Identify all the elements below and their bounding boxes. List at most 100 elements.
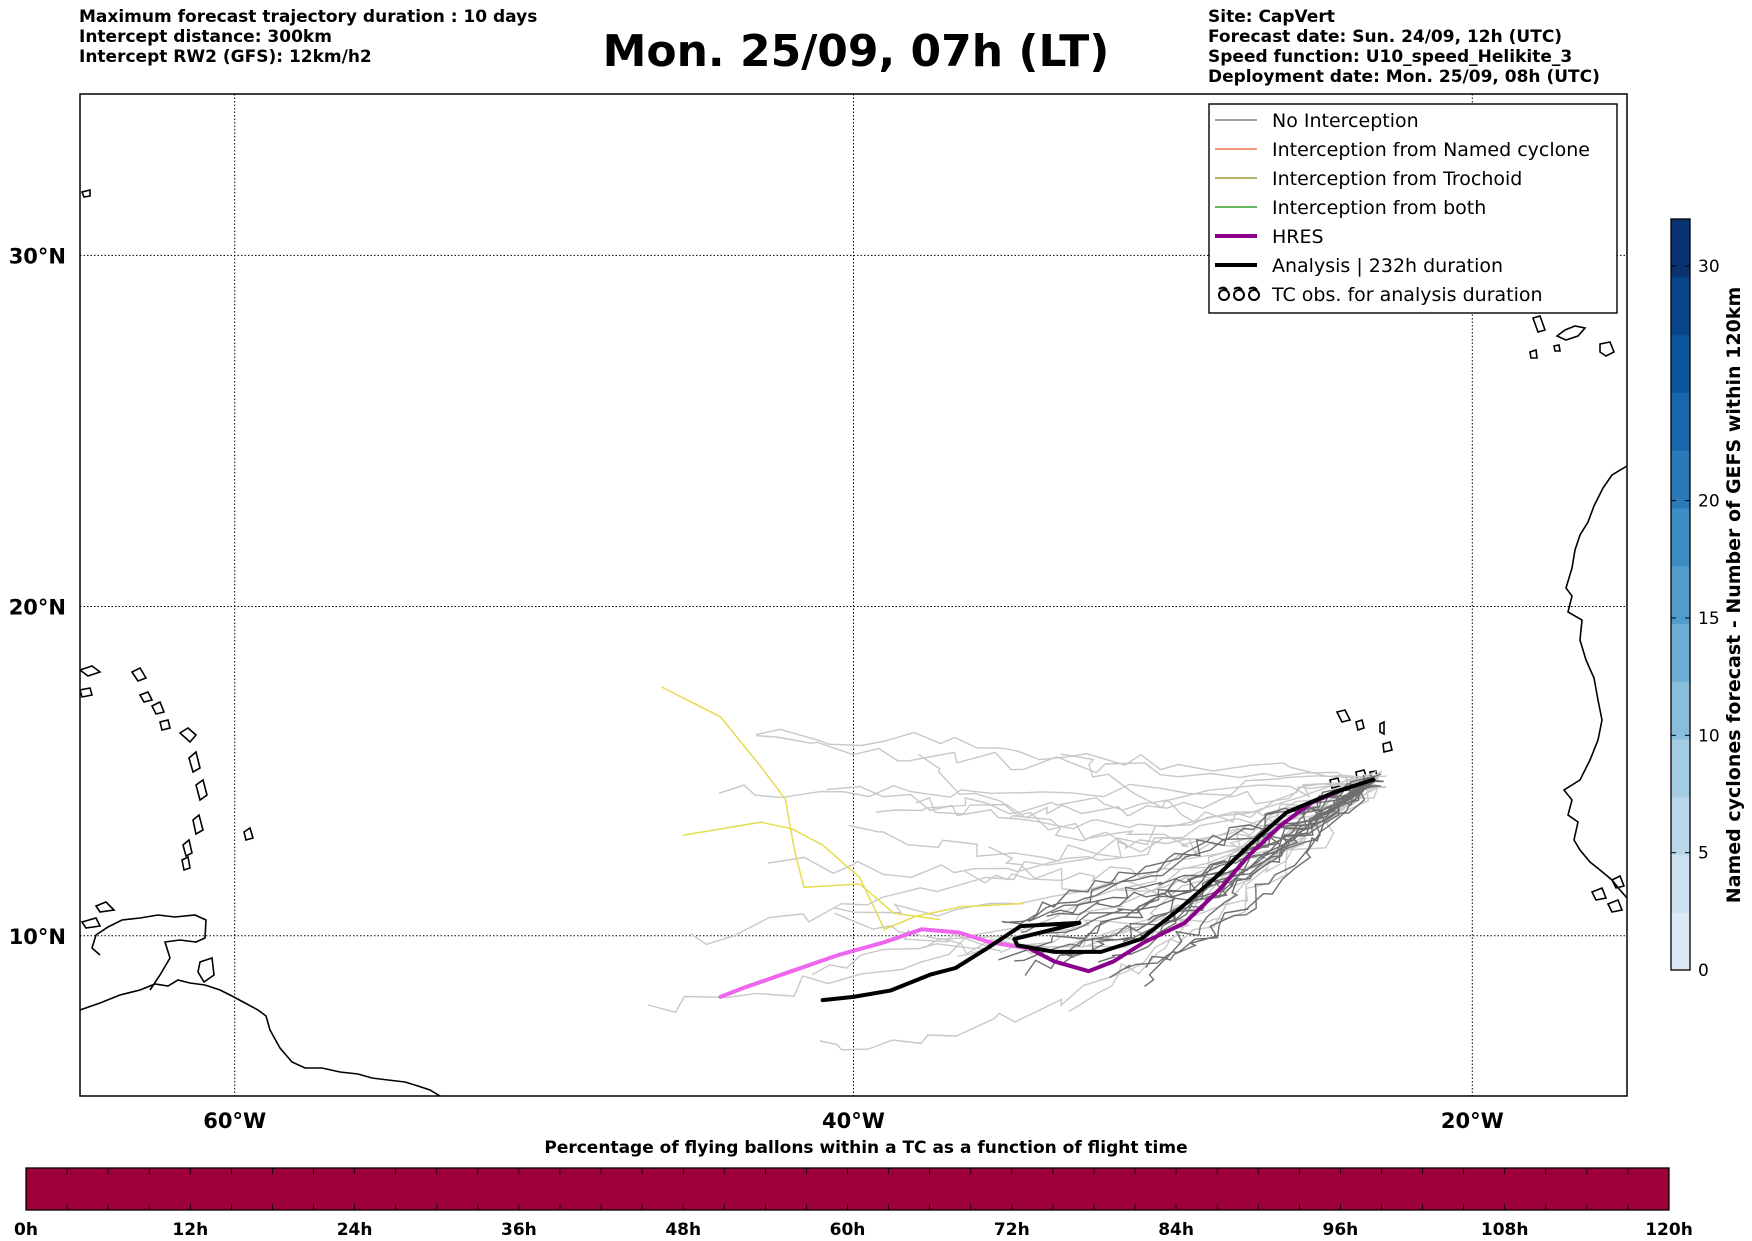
bottom-tick-label: 12h [172, 1220, 208, 1240]
right-colorbar-tick-label: 10 [1698, 726, 1720, 746]
bottom-tick-label: 72h [994, 1220, 1030, 1240]
gray-trajectory [1097, 780, 1384, 963]
antilles-small-4 [138, 690, 154, 703]
light-gray-trajectory [647, 780, 1376, 1014]
cape-verde-3 [1379, 720, 1385, 736]
island-80-190 [80, 188, 91, 198]
right-colorbar-segment [1671, 623, 1690, 682]
bottom-tick-label: 84h [1158, 1220, 1194, 1240]
legend-label: No Interception [1272, 110, 1419, 132]
venezuela-peninsula [91, 914, 207, 991]
africa-islands-1 [1590, 886, 1608, 901]
light-gray-trajectory [915, 775, 1387, 819]
right-colorbar-segment [1671, 276, 1690, 336]
antilles-small-1 [80, 665, 102, 677]
longitude-labels: 60°W 40°W 20°W [203, 1109, 1503, 1133]
cyclone-icon [1218, 289, 1230, 301]
africa-coast [1562, 465, 1627, 899]
lesser-antilles-3 [195, 778, 208, 802]
light-gray-trajectory [1008, 774, 1377, 854]
latitude-labels: 30°N 20°N 10°N [9, 244, 66, 948]
bottom-tick-label: 120h [1645, 1220, 1693, 1240]
light-gray-trajectory [767, 780, 1384, 879]
africa-islands-3 [1610, 874, 1626, 889]
gray-trajectory [1147, 778, 1373, 921]
lon-label: 20°W [1441, 1109, 1504, 1133]
lat-label: 10°N [9, 925, 66, 949]
yellow-trajectory [683, 821, 1024, 931]
right-colorbar-tick-label: 5 [1698, 844, 1709, 864]
right-colorbar-segment [1671, 912, 1690, 971]
legend-label: TC obs. for analysis duration [1271, 284, 1543, 306]
right-colorbar-tick-label: 0 [1698, 961, 1709, 981]
antilles-small-2 [80, 687, 94, 698]
right-colorbar-segment [1671, 681, 1690, 740]
antilles-small-3 [130, 666, 148, 682]
right-colorbar-segment [1671, 854, 1690, 913]
right-colorbar-segment [1671, 507, 1690, 567]
intercept-rw2-text: Intercept RW2 (GFS): 12km/h2 [79, 47, 372, 67]
right-colorbar-segment [1671, 796, 1690, 856]
intercept-distance-text: Intercept distance: 300km [79, 27, 332, 47]
gray-trajectory [1063, 777, 1369, 963]
forecast-date-text: Forecast date: Sun. 24/09, 12h (UTC) [1208, 27, 1563, 47]
cyclone-icon-tail [1218, 286, 1228, 291]
cape-verde-2 [1355, 718, 1365, 732]
gray-trajectory [1014, 778, 1377, 962]
gray-trajectory [998, 778, 1366, 961]
bottom-tick-label: 96h [1323, 1220, 1359, 1240]
africa-islands-2 [1606, 898, 1624, 913]
gray-trajectory [1003, 775, 1373, 924]
right-colorbar-segment [1671, 334, 1690, 393]
south-america-coast [80, 979, 441, 1096]
bottom-tick-label: 24h [337, 1220, 373, 1240]
antilles-small-7 [94, 901, 116, 913]
right-colorbar-segment [1671, 450, 1690, 509]
gray-trajectory [1122, 779, 1384, 940]
gray-trajectory [1109, 782, 1365, 979]
right-colorbar-tick-label: 15 [1698, 609, 1720, 629]
analysis-track [820, 777, 1376, 1003]
legend-label: Interception from both [1272, 197, 1486, 219]
page-title: Mon. 25/09, 07h (LT) [602, 26, 1110, 77]
cape-verde-4 [1382, 741, 1393, 753]
bottom-tick-label: 60h [830, 1220, 866, 1240]
right-colorbar-segment [1671, 392, 1690, 451]
light-gray-trajectory [1068, 787, 1379, 1012]
gray-trajectory [1144, 782, 1373, 987]
lesser-antilles-6 [181, 855, 191, 872]
lon-label: 60°W [203, 1109, 266, 1133]
lon-label: 40°W [822, 1109, 885, 1133]
light-gray-trajectory [826, 783, 1366, 830]
gray-trajectory [1050, 774, 1368, 914]
cyclone-icon-tail [1248, 286, 1258, 291]
light-gray-trajectory [718, 775, 1387, 799]
right-colorbar-segment [1671, 565, 1690, 624]
light-gray-trajectory [811, 770, 1383, 976]
antilles-small-6 [159, 719, 171, 731]
legend-label: HRES [1272, 226, 1324, 248]
bottom-colorbar: Percentage of flying ballons within a TC… [14, 1138, 1693, 1240]
canary-3 [1599, 341, 1616, 357]
lesser-antilles-5 [182, 838, 193, 858]
header-right-info: Site: CapVert Forecast date: Sun. 24/09,… [1208, 7, 1600, 87]
legend: No Interception Interception from Named c… [1208, 103, 1618, 314]
bottom-tick-label: 0h [14, 1220, 38, 1240]
gray-trajectory [1039, 785, 1379, 935]
right-colorbar-tick-label: 20 [1698, 492, 1720, 512]
right-colorbar-segment [1671, 219, 1690, 278]
trajectories-layer [647, 686, 1387, 1051]
legend-box [1208, 103, 1618, 314]
gray-trajectory [1028, 784, 1381, 922]
cyclone-icon [1233, 289, 1245, 301]
max-duration-text: Maximum forecast trajectory duration : 1… [79, 7, 538, 27]
lesser-antilles-4 [192, 813, 204, 836]
antilles-small-8 [80, 917, 102, 929]
yellow-trajectory [661, 686, 941, 921]
light-gray-trajectory [1061, 786, 1387, 944]
bottom-colorbar-title: Percentage of flying ballons within a TC… [544, 1138, 1187, 1158]
legend-label: Interception from Named cyclone [1272, 139, 1590, 161]
right-colorbar: 0 5 10 15 20 30 Named cyclones forecast - Num… [1670, 218, 1745, 981]
light-gray-trajectory [875, 776, 1379, 815]
